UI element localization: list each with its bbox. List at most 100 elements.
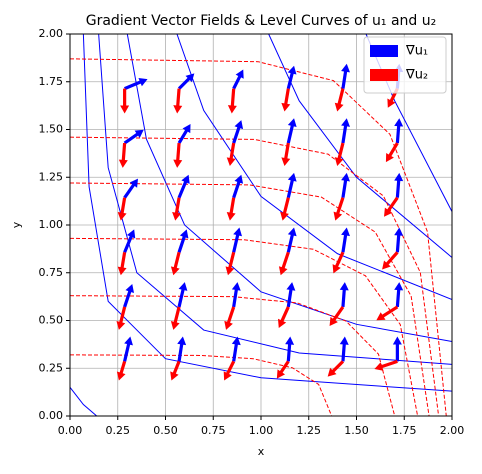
x-tick-label: 1.25 bbox=[297, 424, 322, 437]
gradient-arrow bbox=[339, 336, 349, 362]
gradient-arrow bbox=[177, 282, 188, 308]
gradient-arrow bbox=[177, 229, 189, 253]
gradient-arrow bbox=[341, 63, 350, 89]
gradient-arrow bbox=[226, 142, 236, 166]
gradient-arrow bbox=[123, 178, 138, 199]
y-tick-label: 0.75 bbox=[39, 266, 64, 279]
gradient-arrow bbox=[232, 227, 243, 253]
gradient-arrow bbox=[394, 172, 404, 198]
gradient-arrow bbox=[281, 142, 291, 166]
gradient-arrow bbox=[123, 129, 144, 145]
gradient-arrow bbox=[286, 172, 297, 199]
x-tick-label: 0.50 bbox=[153, 424, 178, 437]
gradient-arrow bbox=[277, 306, 290, 328]
gradient-arrow bbox=[117, 252, 127, 276]
gradient-arrow bbox=[384, 196, 399, 217]
gradient-arrow bbox=[232, 120, 244, 144]
x-tick-label: 1.00 bbox=[249, 424, 274, 437]
gradient-arrow bbox=[231, 336, 241, 362]
y-tick-label: 0.00 bbox=[39, 409, 64, 422]
gradient-arrow bbox=[225, 251, 236, 276]
gradient-arrow bbox=[120, 88, 130, 114]
gradient-arrow bbox=[276, 360, 290, 379]
level-curve bbox=[70, 58, 447, 416]
gradient-arrow bbox=[173, 88, 183, 114]
gradient-arrow bbox=[232, 69, 244, 90]
gradient-arrow bbox=[223, 360, 236, 381]
level-curve bbox=[70, 136, 440, 416]
level-curve bbox=[126, 34, 452, 343]
level-curve bbox=[70, 387, 98, 416]
gradient-arrow bbox=[341, 227, 350, 253]
gradient-arrow bbox=[285, 336, 295, 362]
gradient-arrow bbox=[172, 197, 181, 221]
gradient-arrow bbox=[286, 65, 297, 90]
gradient-arrow bbox=[394, 282, 404, 308]
gradient-arrow bbox=[170, 251, 181, 276]
gradient-arrow bbox=[124, 77, 148, 91]
legend: ∇u₁ ∇u₂ bbox=[363, 36, 447, 94]
gradient-arrow bbox=[394, 118, 404, 144]
legend-swatch bbox=[370, 45, 398, 57]
level-curve bbox=[268, 34, 452, 258]
gradient-arrow bbox=[329, 306, 345, 327]
y-tick-label: 1.50 bbox=[39, 123, 64, 136]
gradient-arrow bbox=[123, 336, 133, 362]
legend-label: ∇u₁ bbox=[405, 44, 428, 59]
gradient-arrow bbox=[177, 174, 190, 199]
legend-label: ∇u₂ bbox=[405, 68, 428, 83]
x-tick-label: 1.50 bbox=[344, 424, 369, 437]
y-tick-label: 0.50 bbox=[39, 314, 64, 327]
gradient-arrow bbox=[177, 123, 191, 144]
gradient-arrow bbox=[334, 88, 345, 112]
gradient-arrow bbox=[332, 251, 345, 274]
gradient-arrow bbox=[232, 174, 244, 199]
y-tick-label: 0.25 bbox=[39, 361, 64, 374]
y-tick-label: 1.75 bbox=[39, 75, 64, 88]
gradient-arrow bbox=[226, 197, 236, 221]
gradient-arrow bbox=[117, 197, 127, 221]
gradient-arrow bbox=[286, 282, 296, 308]
level-curve bbox=[176, 34, 452, 300]
gradient-arrow bbox=[385, 142, 399, 163]
level-curve bbox=[70, 182, 430, 416]
gradient-arrow bbox=[341, 172, 350, 198]
y-tick-label: 1.00 bbox=[39, 218, 64, 231]
x-tick-label: 0.25 bbox=[106, 424, 131, 437]
gradient-arrow bbox=[116, 360, 127, 381]
gradient-arrow bbox=[334, 142, 345, 166]
gradient-arrow bbox=[177, 336, 187, 362]
level-curve bbox=[82, 34, 452, 392]
gradient-arrow bbox=[224, 306, 236, 330]
gradient-arrow bbox=[227, 88, 237, 114]
gradient-arrow bbox=[339, 282, 349, 308]
gradient-arrow bbox=[123, 284, 135, 308]
chart-title: Gradient Vector Fields & Level Curves of… bbox=[86, 13, 436, 29]
legend-swatch bbox=[370, 69, 398, 81]
y-tick-label: 1.25 bbox=[39, 170, 64, 183]
gradient-arrow bbox=[286, 118, 297, 144]
gradient-arrow bbox=[333, 197, 345, 221]
gradient-arrow bbox=[392, 336, 402, 362]
gradient-arrow bbox=[327, 360, 345, 377]
x-tick-label: 0.75 bbox=[201, 424, 226, 437]
gradient-arrow bbox=[278, 251, 290, 276]
gradient-arrow bbox=[123, 229, 136, 253]
gradient-arrow bbox=[231, 282, 241, 308]
x-tick-label: 2.00 bbox=[440, 424, 465, 437]
gradient-arrow bbox=[173, 142, 183, 168]
gradient-arrow bbox=[341, 118, 350, 144]
gradient-arrow bbox=[286, 227, 297, 253]
gradient-arrow bbox=[280, 197, 290, 221]
ticks: 0.00 0.25 0.50 0.75 1.00 1.25 1.50 1.75 2.00 0.00… bbox=[39, 27, 465, 437]
x-axis-label: x bbox=[258, 445, 265, 458]
gradient-arrow bbox=[118, 142, 128, 168]
gradient-arrow bbox=[116, 306, 127, 330]
gradient-arrow bbox=[281, 88, 291, 112]
gradient-arrow bbox=[170, 306, 181, 330]
x-tick-label: 0.00 bbox=[58, 424, 83, 437]
y-tick-label: 2.00 bbox=[39, 27, 64, 40]
gradient-arrow bbox=[177, 73, 195, 90]
